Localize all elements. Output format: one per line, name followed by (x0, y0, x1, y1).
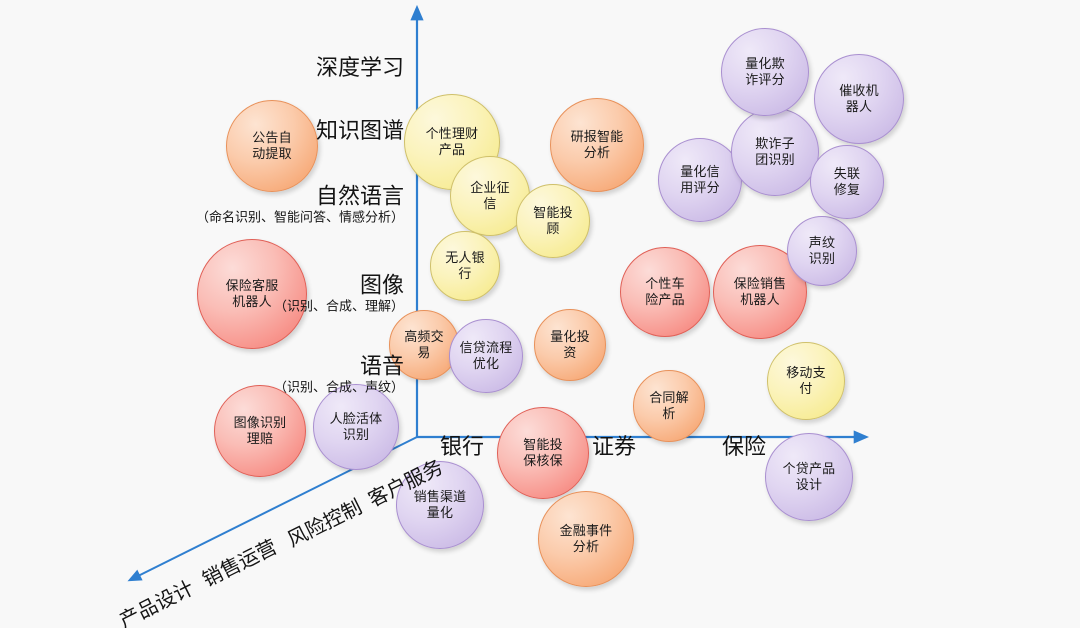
bubble-label: 销售渠道 量化 (413, 489, 467, 520)
bubble-label: 人脸活体 识别 (329, 411, 383, 442)
axis-label-speech: 语音 （识别、合成、声纹） (274, 354, 404, 395)
bubble-hetong-jiexi[interactable]: 合同解 析 (633, 370, 705, 442)
axis-label-knowledge_graph: 知识图谱 (315, 117, 404, 143)
bubble-label: 个性理财 产品 (425, 126, 479, 157)
bubble-zhineng-toubao-hebao[interactable]: 智能投 保核保 (497, 407, 589, 499)
bubble-zhineng-tougu[interactable]: 智能投 顾 (516, 184, 590, 258)
bubble-lianghua-xinyong-pingfen[interactable]: 量化信 用评分 (658, 138, 742, 222)
bubble-qizha-zituan-shibie[interactable]: 欺诈子 团识别 (731, 108, 819, 196)
axis-label-main: 产品设计 (116, 577, 198, 628)
axis-label-main: 银行 (440, 433, 485, 459)
axis-label-main: 深度学习 (315, 54, 404, 80)
bubble-label: 保险客服 机器人 (225, 278, 279, 309)
axis-label-image: 图像 （识别、合成、理解） (274, 273, 404, 314)
axis-label-sub: （识别、合成、声纹） (273, 379, 404, 395)
bubble-label: 催收机 器人 (839, 83, 879, 114)
axis-label-deep_learning: 深度学习 (315, 54, 404, 80)
bubble-shilian-xiufu[interactable]: 失联 修复 (810, 145, 884, 219)
bubble-label: 图像识别 理赔 (233, 415, 287, 446)
bubble-cuishou-jiqiren[interactable]: 催收机 器人 (814, 54, 904, 144)
bubble-label: 量化欺 诈评分 (745, 56, 785, 87)
bubble-label: 无人银 行 (445, 250, 485, 281)
axis-label-sub: （识别、合成、理解） (273, 298, 404, 314)
bubble-jinrong-shijian-fenxi[interactable]: 金融事件 分析 (538, 491, 634, 587)
axis-label-main: 证券 (592, 433, 637, 459)
axis-label-main: 保险 (722, 433, 767, 459)
bubble-xindai-liucheng-youhua[interactable]: 信贷流程 优化 (449, 319, 523, 393)
axis-label-sales_operation: 销售运营 (197, 531, 282, 593)
bubble-label: 企业征 信 (470, 180, 510, 211)
axis-label-product_design: 产品设计 (114, 572, 199, 628)
bubble-label: 失联 修复 (833, 166, 861, 197)
axis-label-main: 自然语言 (315, 183, 404, 209)
bubble-label: 金融事件 分析 (559, 523, 613, 554)
bubble-label: 声纹 识别 (808, 235, 836, 266)
bubble-label: 个贷产品 设计 (782, 461, 836, 492)
bubble-label: 量化信 用评分 (680, 164, 720, 195)
bubble-label: 个性车 险产品 (645, 276, 685, 307)
bubble-baoxian-xiaoshou-jiqiren[interactable]: 保险销售 机器人 (713, 245, 807, 339)
axis-label-main: 知识图谱 (315, 117, 404, 143)
bubble-label: 移动支 付 (786, 365, 826, 396)
axis-label-nlp: 自然语言 （命名识别、智能问答、情感分析） (196, 184, 404, 225)
bubble-baoxian-kefu-jiqiren[interactable]: 保险客服 机器人 (197, 239, 307, 349)
bubble-lianghua-qizha-pingfen[interactable]: 量化欺 诈评分 (721, 28, 809, 116)
bubble-label: 研报智能 分析 (570, 129, 624, 160)
bubble-label: 高频交 易 (404, 329, 444, 360)
axis-label-bank: 银行 (440, 433, 485, 459)
axis-label-main: 销售运营 (199, 536, 281, 592)
bubble-label: 合同解 析 (649, 390, 689, 421)
axis-label-risk_control: 风险控制 (282, 491, 367, 553)
axis-label-securities: 证券 (592, 433, 637, 459)
bubble-gonggao-zidong-tiqu[interactable]: 公告自 动提取 (226, 100, 318, 192)
bubble-shengwen-shibie[interactable]: 声纹 识别 (787, 216, 857, 286)
bubble-label: 智能投 顾 (533, 205, 573, 236)
axis-label-main: 风险控制 (284, 496, 366, 552)
bubble-label: 智能投 保核保 (523, 437, 563, 468)
axis-label-main: 图像 (359, 272, 404, 298)
bubble-label: 信贷流程 优化 (459, 340, 513, 371)
bubble-yanbao-zhineng-fenxi[interactable]: 研报智能 分析 (550, 98, 644, 192)
bubble-gaopin-jiaoyi[interactable]: 高频交 易 (389, 310, 459, 380)
bubble-lianghua-touzi[interactable]: 量化投 资 (534, 309, 606, 381)
axis-label-insurance: 保险 (722, 433, 767, 459)
bubble-label: 欺诈子 团识别 (755, 136, 795, 167)
bubble-tuxiang-shibie-lipei[interactable]: 图像识别 理赔 (214, 385, 306, 477)
bubble-renlian-huoti-shibie[interactable]: 人脸活体 识别 (313, 384, 399, 470)
bubble-label: 公告自 动提取 (252, 130, 292, 161)
bubble-yidong-zhifu[interactable]: 移动支 付 (767, 342, 845, 420)
bubble-gexing-chexian-chanpin[interactable]: 个性车 险产品 (620, 247, 710, 337)
bubble-label: 量化投 资 (550, 329, 590, 360)
bubble-label: 保险销售 机器人 (733, 276, 787, 307)
bubble-wuren-yinhang[interactable]: 无人银 行 (430, 231, 500, 301)
bubble-xiaoshou-qudao-lianghua[interactable]: 销售渠道 量化 (396, 461, 484, 549)
axis-label-main: 语音 (359, 353, 404, 379)
axis-label-sub: （命名识别、智能问答、情感分析） (195, 209, 404, 225)
bubble-gedai-chanpin-sheji[interactable]: 个贷产品 设计 (765, 433, 853, 521)
